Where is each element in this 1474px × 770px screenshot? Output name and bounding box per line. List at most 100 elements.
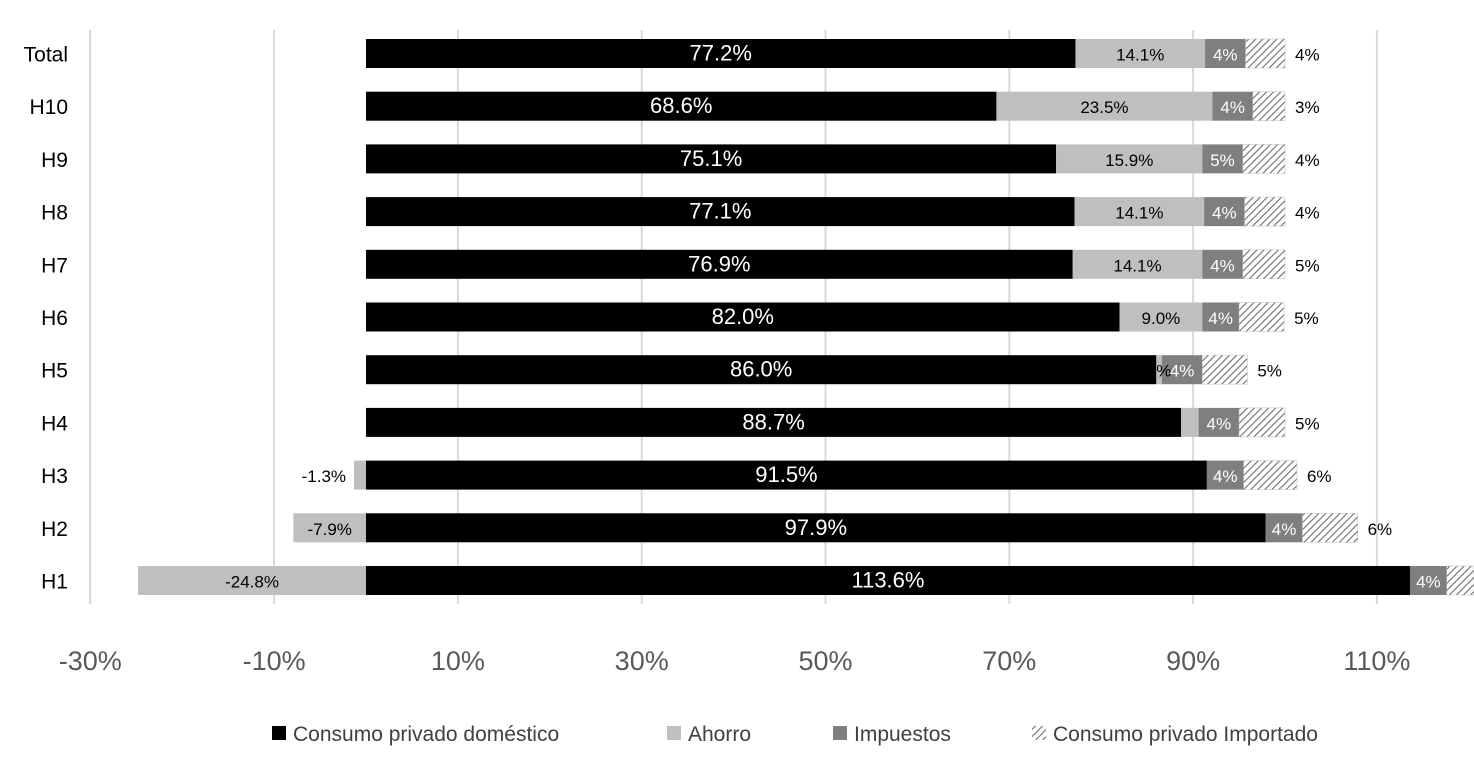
bar-segment-consumo-privado-importado: [1244, 196, 1286, 227]
bar-segment-ahorro: [1056, 144, 1203, 174]
bar-segment-consumo-privado-domestico: [366, 407, 1182, 437]
bar-segment-consumo-privado-importado: [1252, 91, 1286, 121]
bar-segment-ahorro: [1119, 302, 1203, 332]
x-tick-label: 90%: [1166, 646, 1220, 676]
data-label-consumo-privado-domestico: 76.9%: [688, 251, 750, 276]
legend-label-consumo-privado-importado: Consumo privado Importado: [1053, 723, 1318, 746]
data-label-impuestos: 4%: [1213, 46, 1238, 65]
x-tick-label: -30%: [59, 646, 122, 676]
data-label-impuestos: 5%: [1210, 151, 1235, 170]
bar-segment-impuestos: [1265, 513, 1303, 543]
bar-segment-ahorro: [1156, 355, 1162, 385]
bar-segment-ahorro: [1075, 39, 1206, 68]
bar-segment-consumo-privado-importado: [1238, 302, 1285, 332]
legend-swatch-consumo-privado-domestico: [272, 726, 286, 740]
bars: [138, 38, 1474, 596]
x-tick-label: 10%: [431, 646, 485, 676]
x-tick-label: 110%: [1343, 646, 1410, 676]
data-label-consumo-privado-domestico: 77.1%: [689, 199, 751, 224]
data-label-consumo-privado-importado: 3%: [1295, 98, 1320, 117]
bar-segment-impuestos: [1202, 302, 1240, 332]
bar-segment-impuestos: [1202, 249, 1243, 279]
bar-segment-consumo-privado-importado: [1202, 354, 1248, 385]
y-category-label: H2: [41, 518, 68, 541]
bar-segment-ahorro: [293, 513, 366, 543]
data-label-consumo-privado-importado: 4%: [1295, 151, 1320, 170]
bar-segment-consumo-privado-domestico: [366, 566, 1410, 595]
data-label-consumo-privado-domestico: 75.1%: [680, 146, 742, 171]
data-label-ahorro: -7.9%: [307, 520, 351, 539]
bar-segment-impuestos: [1409, 566, 1447, 595]
data-label-ahorro: 6%: [1147, 362, 1172, 381]
data-label-consumo-privado-domestico: 68.6%: [650, 93, 712, 118]
bar-segment-consumo-privado-domestico: [366, 302, 1120, 332]
data-label-impuestos: 4%: [1210, 256, 1235, 275]
data-label-impuestos: 4%: [1212, 204, 1237, 223]
x-tick-label: -10%: [243, 646, 306, 676]
axes: -30% -10% 10% 30% 50% 70% 90% 110% Total H10 H9 H8 H…: [24, 30, 1410, 676]
data-label-consumo-privado-domestico: 77.2%: [690, 41, 752, 66]
data-label-consumo-privado-importado: 6%: [1307, 467, 1332, 486]
data-label-consumo-privado-domestico: 91.5%: [755, 462, 817, 487]
data-label-consumo-privado-domestico: 88.7%: [742, 409, 804, 434]
data-label-consumo-privado-importado: 5%: [1295, 256, 1320, 275]
data-label-impuestos: 4%: [1207, 414, 1232, 433]
data-label-consumo-privado-importado: 5%: [1295, 414, 1320, 433]
legend-label-impuestos: Impuestos: [854, 723, 951, 746]
data-label-impuestos: 4%: [1213, 467, 1238, 486]
bar-segment-consumo-privado-importado: [1446, 565, 1474, 596]
y-category-label: H3: [41, 465, 68, 488]
bar-segment-consumo-privado-importado: [1302, 513, 1358, 543]
data-label-consumo-privado-domestico: 113.6%: [851, 568, 924, 593]
data-label-ahorro: 9.0%: [1142, 309, 1181, 328]
x-tick-label: 50%: [798, 646, 852, 676]
bar-segment-impuestos: [1204, 197, 1245, 227]
data-label-impuestos: 4%: [1416, 573, 1441, 592]
legend-swatch-impuestos: [833, 726, 847, 740]
data-label-consumo-privado-importado: 5%: [1257, 362, 1282, 381]
legend: Consumo privado doméstico Ahorro Impuestos…: [272, 723, 1318, 746]
bar-segment-consumo-privado-domestico: [366, 39, 1076, 68]
bar-segment-ahorro: [1181, 407, 1199, 437]
bar-segment-ahorro: [1074, 197, 1205, 227]
data-label-ahorro: -24.8%: [225, 573, 279, 592]
legend-swatch-consumo-privado-importado: [1032, 726, 1046, 740]
legend-label-consumo-privado-domestico: Consumo privado doméstico: [293, 723, 559, 746]
data-label-impuestos: 4%: [1220, 98, 1245, 117]
bar-segment-impuestos: [1202, 144, 1243, 174]
bar-segment-ahorro: [996, 91, 1213, 121]
x-tick-label: 30%: [615, 646, 669, 676]
data-label-consumo-privado-domestico: 86.0%: [730, 357, 792, 382]
x-tick-label: 70%: [982, 646, 1036, 676]
bar-segment-consumo-privado-importado: [1238, 407, 1286, 438]
bar-segment-consumo-privado-importado: [1242, 249, 1286, 280]
bar-segment-consumo-privado-importado: [1242, 144, 1286, 174]
y-category-label: Total: [24, 44, 68, 67]
data-label-ahorro: 23.5%: [1080, 98, 1128, 117]
data-label-consumo-privado-domestico: 82.0%: [712, 304, 774, 329]
bar-segment-ahorro: [1072, 249, 1203, 279]
bar-segment-consumo-privado-domestico: [366, 513, 1266, 543]
data-label-ahorro: 14.1%: [1115, 204, 1163, 223]
data-label-consumo-privado-importado: 5%: [1294, 309, 1319, 328]
y-category-label: H8: [41, 202, 68, 225]
bar-segment-consumo-privado-domestico: [366, 460, 1207, 490]
legend-label-ahorro: Ahorro: [688, 723, 751, 746]
data-label-ahorro: 14.1%: [1113, 256, 1161, 275]
bar-segment-consumo-privado-importado: [1243, 460, 1298, 490]
bar-segment-consumo-privado-domestico: [366, 249, 1073, 279]
y-category-label: H1: [41, 571, 68, 594]
y-category-label: H6: [41, 307, 68, 330]
y-category-label: H9: [41, 149, 68, 172]
data-label-ahorro: -1.3%: [302, 467, 346, 486]
bar-segment-impuestos: [1161, 355, 1203, 385]
data-label-consumo-privado-importado: 4%: [1295, 46, 1320, 65]
data-label-impuestos: 4%: [1208, 309, 1233, 328]
data-label-consumo-privado-importado: 6%: [1368, 520, 1393, 539]
y-category-label: H7: [41, 254, 68, 277]
bar-segment-consumo-privado-domestico: [366, 355, 1157, 385]
legend-swatch-ahorro: [667, 726, 681, 740]
bar-segment-consumo-privado-domestico: [366, 197, 1075, 227]
